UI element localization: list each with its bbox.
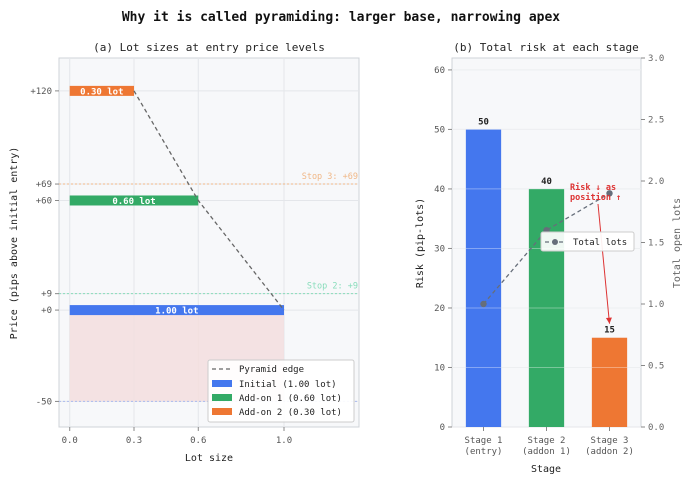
legend-swatch-addon-1 [212,394,232,401]
lot-bar [69,85,134,96]
legend-swatch-addon-2 [212,408,232,415]
lot-bar [69,305,284,316]
stop-label: Stop 2: +9 [307,282,358,292]
risk-bar-value-label: 15 [604,326,615,336]
panel-a-title: (a) Lot sizes at entry price levels [93,41,325,54]
tick-label-y: 30 [434,244,445,254]
tick-label-x: 0.0 [62,436,78,446]
tick-label-y: +60 [36,196,52,206]
tick-label-y: 0 [440,423,445,433]
tick-label-y: +120 [30,87,52,97]
panel-a-xlabel: Lot size [185,453,233,464]
legend-swatch-initial [212,380,232,387]
stop-label: Stop 3: +69 [302,172,358,182]
tick-label-y2: 1.0 [648,300,664,310]
panel-a-bars: 1.00 lot 0.60 lot 0.30 lot [69,85,284,317]
risk-bar-value-label: 50 [478,117,489,127]
tick-label-y2: 1.5 [648,239,664,249]
tick-label-y: 50 [434,125,445,135]
pyramid-edge-line [133,90,285,311]
risk-bar-value-label: 40 [541,177,552,187]
panel-b-ticks: 0 10 20 30 40 50 60 0.0 0.5 1.0 1.5 2.0 2.5 3.0 Stage … [434,54,664,457]
tick-label-y: +0 [41,306,52,316]
risk-bar [591,337,628,427]
tick-label-y: 60 [434,66,445,76]
tick-label-x: 0.6 [190,436,206,446]
legend-label-pyramid-edge: Pyramid edge [239,365,304,375]
legend-label-initial: Initial (1.00 lot) [239,380,337,390]
panel-b-bars: 50 40 15 [452,69,641,427]
panel-a-lot-sizes: (a) Lot sizes at entry price levels Stop… [9,41,360,464]
panel-a-pyramid-edge [133,90,285,311]
lot-bar-label: 1.00 lot [155,307,198,317]
legend-label-total-lots: Total lots [573,238,627,248]
panel-a-legend: Pyramid edge Initial (1.00 lot) Add-on 1… [207,359,355,423]
total-lots-point [480,300,487,308]
panel-b-legend: Total lots [540,231,635,252]
tick-label-y2: 0.5 [648,362,664,372]
tick-label-x: (entry) [465,447,503,457]
tick-label-x: Stage 3 [591,436,629,446]
panel-a-ylabel: Price (pips above initial entry) [9,147,20,340]
annotation-text: position ↑ [570,192,621,203]
total-lots-point [606,190,613,197]
tick-label-x: Stage 2 [528,436,566,446]
panel-b-total-risk: (b) Total risk at each stage 50 40 15 0 10 2… [415,41,683,475]
annotation-text: Risk ↓ as [570,182,616,193]
tick-label-x: 1.0 [276,436,292,446]
tick-label-x: 0.3 [126,436,142,446]
tick-label-y2: 2.5 [648,116,664,126]
panel-b-y2label: Total open lots [672,198,683,288]
panel-b-ylabel: Risk (pip-lots) [415,198,426,288]
tick-label-y2: 3.0 [648,54,664,64]
lot-bar-label: 0.60 lot [112,197,155,207]
legend-label-addon-2: Add-on 2 (0.30 lot) [239,408,342,418]
tick-label-y: 10 [434,363,445,373]
lot-bar [69,195,199,206]
tick-label-y: 20 [434,304,445,314]
annotation-arrow-line [597,203,610,324]
legend-swatch-total-lots-marker [552,239,558,245]
figure-title: Why it is called pyramiding: larger base… [122,10,560,25]
lot-bar-label: 0.30 lot [80,87,123,97]
tick-label-x: Stage 1 [465,436,503,446]
tick-label-y: -50 [36,397,52,407]
legend-box [540,231,635,252]
annotation-arrow-head [605,317,612,324]
tick-label-y2: 0.0 [648,423,664,433]
legend-box [207,359,355,423]
tick-label-x: (addon 1) [522,447,571,457]
tick-label-y: +69 [36,180,52,190]
tick-label-y: 40 [434,185,445,195]
risk-bar [465,129,502,427]
panel-b-title: (b) Total risk at each stage [453,41,638,54]
tick-label-y: +9 [41,290,52,300]
panel-b-xlabel: Stage [531,464,561,475]
panel-a-ticks: 0.0 0.3 0.6 1.0 -50 +0 +9 +60 +69 +120 [30,87,292,446]
tick-label-x: (addon 2) [585,447,634,457]
legend-label-addon-1: Add-on 1 (0.60 lot) [239,394,342,404]
tick-label-y2: 2.0 [648,177,664,187]
